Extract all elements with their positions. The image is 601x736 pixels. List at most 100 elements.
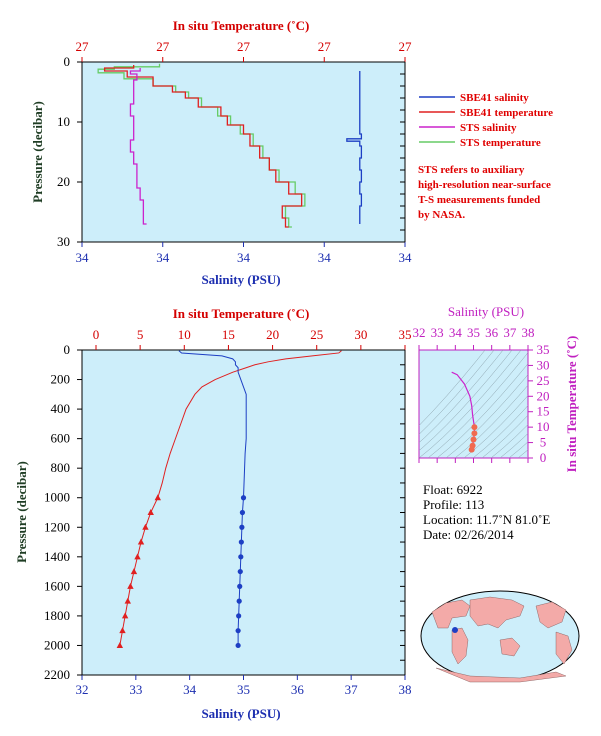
- location: Location: 11.7˚N 81.0˚E: [423, 512, 551, 527]
- ts-point: [468, 446, 475, 453]
- ts-density-contour: [490, 424, 528, 458]
- bottom-sal-axis-label: Salinity (PSU): [201, 706, 280, 721]
- temperature-marker: [147, 509, 154, 515]
- ts-density-contour: [499, 433, 528, 458]
- ts-density-contour: [419, 350, 486, 426]
- top-temp-tick-label: 27: [76, 39, 90, 54]
- ts-temp-tick-label: 30: [537, 357, 550, 372]
- date: Date: 02/26/2014: [423, 527, 514, 542]
- legend-label-sts-salinity: STS salinity: [460, 122, 517, 134]
- temperature-marker: [142, 523, 149, 530]
- world-map: [420, 590, 580, 683]
- float-id: Float: 6922: [423, 482, 483, 497]
- bottom-pressure-tick-labels: 0 200 400 600 800 1000 1200 1400 1600 1800 2000 220…: [44, 342, 70, 682]
- top-sal-tick-labels: 34 34 34 34 34: [76, 250, 413, 265]
- temperature-marker: [124, 597, 131, 604]
- temperature-marker: [130, 568, 138, 575]
- ts-panel: Salinity (PSU) 32 33 34 35 36 37 38 0510152025…: [413, 304, 580, 473]
- ts-density-contour: [419, 350, 495, 435]
- ts-sal-tick-label: 32: [413, 325, 426, 340]
- sts-note-line: by NASA.: [418, 209, 466, 221]
- ts-density-contour: [472, 405, 528, 458]
- bottom-sal-tick-label: 36: [291, 682, 305, 697]
- ts-density-contour: [445, 374, 528, 458]
- ts-density-contour: [481, 414, 528, 458]
- map-continents: [431, 596, 573, 683]
- sts-note: STS refers to auxiliary high-resolution …: [418, 163, 598, 223]
- temperature-marker: [137, 538, 145, 545]
- top-pressure-tick-label: 30: [57, 234, 70, 249]
- sts-note-line: high-resolution near-surface: [418, 179, 551, 191]
- salinity-marker: [237, 583, 243, 589]
- bottom-pressure-tick-label: 1000: [44, 490, 70, 505]
- sts-note-line: STS refers to auxiliary: [418, 164, 525, 176]
- legend-label-sbe-temperature: SBE41 temperature: [460, 107, 553, 119]
- profile-number: Profile: 113: [423, 497, 485, 512]
- ts-temp-tick-label: 35: [537, 342, 550, 357]
- salinity-marker: [235, 642, 241, 649]
- top-pressure-axis-label: Pressure (decibar): [30, 101, 45, 203]
- bottom-temp-tick-label: 35: [399, 327, 412, 342]
- ts-density-contour: [427, 352, 528, 458]
- top-series-line: [346, 71, 363, 224]
- ts-sal-tick-labels: 32 33 34 35 36 37 38: [413, 325, 535, 340]
- ts-density-contours: [419, 350, 528, 458]
- ts-point: [471, 430, 478, 437]
- ts-sal-tick-label: 38: [522, 325, 535, 340]
- ts-density-contour: [517, 449, 528, 458]
- top-series-line: [129, 68, 147, 225]
- top-pressure-tick-label: 20: [57, 174, 70, 189]
- salinity-marker: [237, 568, 243, 575]
- top-sal-tick-label: 34: [318, 250, 332, 265]
- bottom-temp-tick-labels: 0 5 10 15 20 25 30 35: [93, 327, 412, 342]
- salinity-profile-line: [178, 350, 247, 646]
- bottom-pressure-tick-label: 2200: [44, 667, 70, 682]
- top-sal-tick-label: 34: [76, 250, 90, 265]
- bottom-pressure-tick-label: 1600: [44, 578, 70, 593]
- bottom-pressure-axis-label: Pressure (decibar): [14, 461, 29, 563]
- ts-temp-tick-label: 0: [540, 450, 547, 465]
- bottom-sal-tick-label: 37: [345, 682, 359, 697]
- bottom-pressure-tick-label: 1400: [44, 549, 70, 564]
- bottom-tick-marks: [77, 345, 406, 680]
- sts-note-line: T-S measurements funded: [418, 194, 541, 206]
- salinity-marker: [239, 509, 246, 516]
- ts-density-contour: [419, 350, 513, 451]
- top-pressure-tick-label: 10: [57, 114, 70, 129]
- top-temp-tick-labels: 27 27 27 27 27: [76, 39, 413, 54]
- salinity-marker: [238, 554, 244, 560]
- top-pressure-tick-label: 0: [64, 54, 71, 69]
- temperature-profile-line: [119, 350, 342, 646]
- bottom-pressure-tick-label: 400: [51, 401, 71, 416]
- temperature-marker: [119, 627, 126, 634]
- bottom-pressure-tick-label: 1200: [44, 519, 70, 534]
- ts-temp-tick-label: 15: [537, 404, 550, 419]
- salinity-marker: [236, 598, 242, 604]
- bottom-sal-tick-label: 32: [76, 682, 89, 697]
- top-temp-tick-label: 27: [156, 39, 170, 54]
- bottom-sal-tick-label: 35: [237, 682, 250, 697]
- bottom-temp-axis-label: In situ Temperature (˚C): [173, 306, 310, 321]
- bottom-sal-tick-label: 38: [399, 682, 412, 697]
- temperature-marker: [127, 582, 134, 589]
- ts-density-contour: [436, 363, 528, 458]
- bottom-pressure-tick-label: 200: [51, 372, 71, 387]
- ts-sal-tick-label: 33: [431, 325, 444, 340]
- ts-temp-tick-label: 10: [537, 419, 550, 434]
- top-temp-tick-label: 27: [237, 39, 251, 54]
- ts-temp-axis-label: In situ Temperature (˚C): [564, 336, 579, 473]
- ts-sal-tick-label: 36: [485, 325, 499, 340]
- ts-series: [451, 371, 478, 453]
- ts-point: [471, 424, 478, 431]
- bottom-pressure-tick-label: 600: [51, 431, 71, 446]
- bottom-pressure-tick-label: 1800: [44, 608, 70, 623]
- top-tick-marks: [77, 57, 406, 247]
- top-series-line: [103, 65, 303, 228]
- legend: SBE41 salinity SBE41 temperature STS sal…: [419, 92, 553, 149]
- ts-sal-tick-label: 37: [503, 325, 517, 340]
- bottom-panel: In situ Temperature (˚C) 0 5 10 15 20 25 30 35 …: [14, 306, 412, 721]
- bottom-sal-tick-label: 34: [183, 682, 197, 697]
- bottom-temp-tick-label: 20: [266, 327, 279, 342]
- legend-label-sbe-salinity: SBE41 salinity: [460, 92, 529, 104]
